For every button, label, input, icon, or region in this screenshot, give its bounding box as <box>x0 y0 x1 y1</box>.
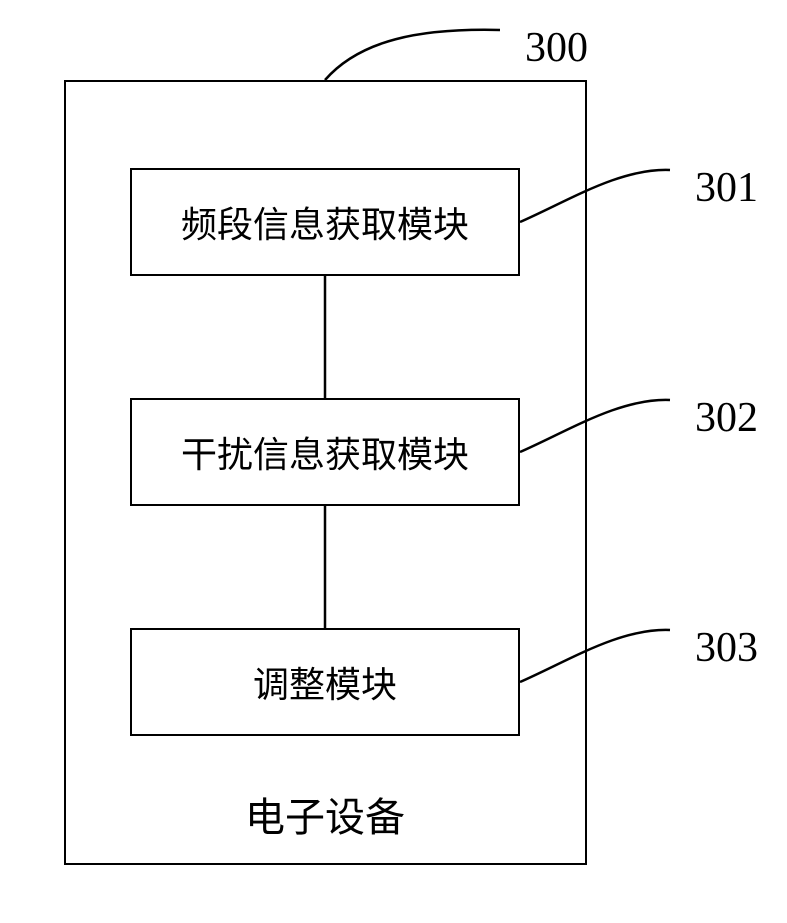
device-label: 电子设备 <box>0 785 650 843</box>
module-box-3-label: 调整模块 <box>253 656 397 708</box>
module-box-2: 干扰信息获取模块 <box>130 398 520 506</box>
module-box-3: 调整模块 <box>130 628 520 736</box>
module-box-1-label: 频段信息获取模块 <box>181 196 469 248</box>
leader-label-302: 302 <box>695 394 758 442</box>
module-box-1: 频段信息获取模块 <box>130 168 520 276</box>
leader-label-303: 303 <box>695 624 758 672</box>
leader-label-301: 301 <box>695 164 758 212</box>
diagram-canvas: 频段信息获取模块 干扰信息获取模块 调整模块 300 301 302 303 电… <box>0 0 787 923</box>
module-box-2-label: 干扰信息获取模块 <box>181 426 469 478</box>
leader-label-300: 300 <box>525 24 588 72</box>
